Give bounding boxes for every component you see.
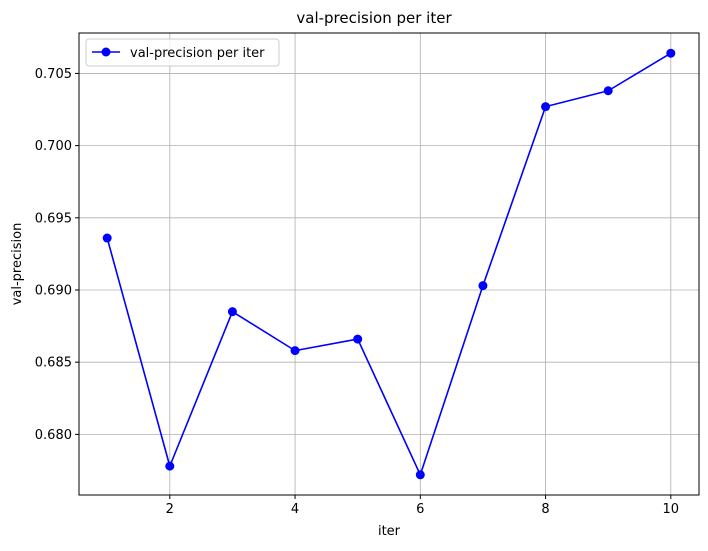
y-axis-label: val-precision: [10, 223, 25, 306]
data-point: [541, 102, 551, 112]
y-tick-label: 0.695: [35, 211, 72, 226]
y-tick-label: 0.680: [35, 428, 72, 443]
x-tick-label: 8: [541, 502, 549, 517]
y-tick-label: 0.690: [35, 283, 72, 298]
y-tick-label: 0.705: [35, 67, 72, 82]
data-point: [603, 86, 613, 96]
data-point: [227, 307, 237, 317]
axis-ticks: 2 4 6 8 10 0.680 0.685 0.690 0.695 0.700 0.705: [35, 67, 679, 517]
data-point: [102, 233, 112, 243]
x-tick-label: 10: [663, 502, 680, 517]
legend: val-precision per iter: [85, 38, 280, 67]
x-tick-label: 6: [416, 502, 424, 517]
data-point: [666, 48, 676, 58]
data-point: [290, 346, 300, 356]
y-tick-label: 0.685: [35, 356, 72, 371]
chart-title: val-precision per iter: [296, 9, 452, 27]
plot-area-frame: [78, 32, 700, 496]
data-point: [415, 470, 425, 480]
x-tick-label: 4: [291, 502, 299, 517]
x-axis-label: iter: [378, 524, 401, 539]
data-point: [165, 461, 175, 471]
series-layer: [102, 48, 676, 480]
legend-series-marker: [101, 47, 111, 57]
data-point: [353, 334, 363, 344]
data-point: [478, 281, 488, 291]
legend-box: [85, 38, 280, 67]
series-line: [106, 52, 672, 476]
legend-series-label: val-precision per iter: [130, 46, 265, 61]
x-tick-label: 2: [166, 502, 174, 517]
y-tick-label: 0.700: [35, 139, 72, 154]
